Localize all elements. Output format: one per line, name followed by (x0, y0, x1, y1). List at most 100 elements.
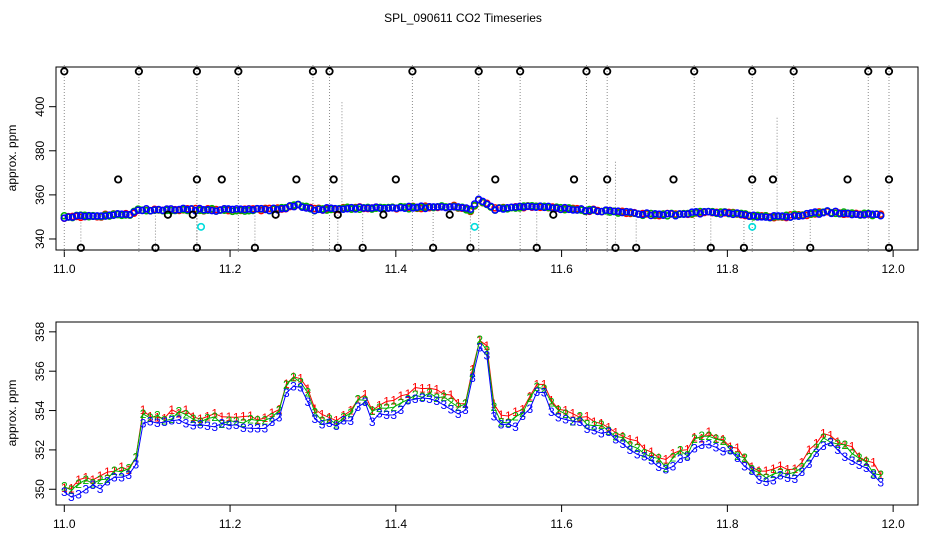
top-baseline-point (520, 203, 528, 211)
top-low-point (632, 243, 641, 252)
bottom-series-2-point: 2 (655, 451, 662, 465)
bottom-series-2-point: 2 (247, 412, 254, 426)
bottom-series-2-point: 2 (326, 412, 333, 426)
bottom-series-1-point: 1 (612, 426, 619, 440)
top-baseline-point (840, 209, 848, 218)
bottom-series-2-line (64, 338, 881, 491)
top-baseline-point (782, 213, 791, 221)
top-baseline-point (507, 203, 516, 211)
top-baseline-point (630, 209, 639, 217)
top-baseline-point (680, 210, 688, 218)
top-baseline-point (860, 211, 869, 219)
bottom-series-3-point: 3 (777, 468, 784, 482)
bottom-series-3-point: 3 (591, 424, 598, 438)
bottom-series-3-point: 3 (813, 446, 820, 460)
bottom-series-2-point: 2 (519, 406, 526, 420)
bottom-series-2-point: 2 (634, 441, 641, 455)
top-low-point (250, 243, 260, 252)
bottom-series-3-point: 3 (304, 395, 311, 409)
bottom-series-3-point: 3 (834, 443, 841, 457)
bottom-series-3-point: 3 (111, 470, 118, 484)
bottom-series-3-point: 3 (827, 436, 834, 450)
bottom-series-2-point: 2 (834, 437, 841, 451)
bottom-series-2-point: 2 (784, 467, 791, 481)
top-baseline-point (561, 203, 569, 212)
bottom-series-3-point: 3 (691, 441, 698, 455)
bottom-series-1-point: 1 (562, 404, 569, 418)
bottom-series-2-point: 2 (269, 410, 276, 424)
bottom-series-3-point: 3 (720, 445, 727, 459)
bottom-series-2-point: 2 (763, 471, 770, 485)
top-baseline-point (72, 212, 81, 220)
top-baseline-point (351, 205, 360, 213)
top-baseline-point (150, 206, 159, 214)
top-baseline-point (347, 203, 356, 212)
bottom-series-3-point: 3 (705, 438, 712, 452)
bottom-series-1-point: 1 (362, 388, 369, 402)
bottom-series-1-point: 1 (154, 410, 161, 424)
bottom-series-1-point: 1 (784, 463, 791, 477)
top-baseline-point (593, 207, 602, 216)
bottom-series-1-point: 1 (269, 406, 276, 420)
top-baseline-point (708, 208, 717, 217)
bottom-series-3-point: 3 (90, 478, 97, 492)
bottom-series-2-point: 2 (154, 408, 161, 422)
bottom-series-3-point: 3 (183, 417, 190, 431)
top-baseline-point (454, 203, 462, 211)
bottom-series-1-point: 1 (698, 431, 705, 445)
bottom-series-3-point: 3 (455, 407, 462, 421)
bottom-series-1-point: 1 (691, 430, 698, 444)
top-panel: approx. ppm 11.0 11.2 11.4 11.6 11.8 12.0 340 3… (5, 65, 919, 276)
top-baseline-point (372, 203, 380, 211)
bottom-series-1-point: 1 (820, 427, 827, 441)
bottom-series-3-point: 3 (261, 422, 268, 436)
bottom-series-2-point: 2 (168, 412, 175, 426)
bottom-series-1-point: 1 (261, 411, 268, 425)
bottom-series-1-point: 1 (161, 411, 168, 425)
top-baseline-point (737, 210, 745, 219)
bottom-series-3-point: 3 (254, 422, 261, 436)
bottom-y-tick-label: 350 (33, 479, 47, 499)
bottom-series-3-point: 3 (870, 468, 877, 482)
bottom-series-1-point: 1 (849, 440, 856, 454)
bottom-series-1-point: 1 (770, 462, 777, 476)
top-baseline-point (323, 204, 331, 212)
bottom-series-1-point: 1 (383, 394, 390, 408)
bottom-series-2-point: 2 (355, 393, 362, 407)
top-baseline-point (175, 205, 183, 214)
bottom-series-3-point: 3 (319, 418, 326, 432)
top-high-point (748, 67, 757, 76)
top-mid-point (379, 210, 388, 219)
top-baseline-point (856, 210, 864, 219)
top-mid-point (669, 175, 678, 184)
bottom-series-2-point: 2 (777, 465, 784, 479)
bottom-series-2-point: 2 (770, 467, 777, 481)
bottom-series-3-point: 3 (362, 395, 369, 409)
bottom-series-1-point: 1 (863, 454, 870, 468)
bottom-series-1-point: 1 (663, 453, 670, 467)
bottom-series-2-point: 2 (448, 395, 455, 409)
bottom-series-2-point: 2 (498, 415, 505, 429)
top-baseline-point (413, 203, 421, 211)
bottom-series-1-point: 1 (347, 404, 354, 418)
bottom-series-3-point: 3 (698, 438, 705, 452)
bottom-series-1-point: 1 (512, 405, 519, 419)
bottom-series-3-point: 3 (290, 379, 297, 393)
top-low-point (739, 243, 749, 252)
bottom-series-1-point: 1 (104, 465, 111, 479)
top-mid-point (748, 175, 757, 184)
bottom-series-3-point: 3 (569, 414, 576, 428)
bottom-series-3-point: 3 (641, 449, 648, 463)
top-baseline-point (610, 207, 618, 216)
top-baseline-point (757, 213, 766, 221)
bottom-series-3-point: 3 (176, 413, 183, 427)
top-high-point (60, 67, 69, 76)
top-mid-point (884, 175, 894, 184)
top-y-axis-label: approx. ppm (5, 125, 19, 192)
bottom-series-3-point: 3 (426, 392, 433, 406)
bottom-series-2-point: 2 (433, 391, 440, 405)
top-low-point (429, 243, 438, 252)
top-baseline-point (208, 206, 216, 215)
bottom-series-2-point: 2 (61, 480, 68, 494)
top-high-point (325, 67, 334, 76)
